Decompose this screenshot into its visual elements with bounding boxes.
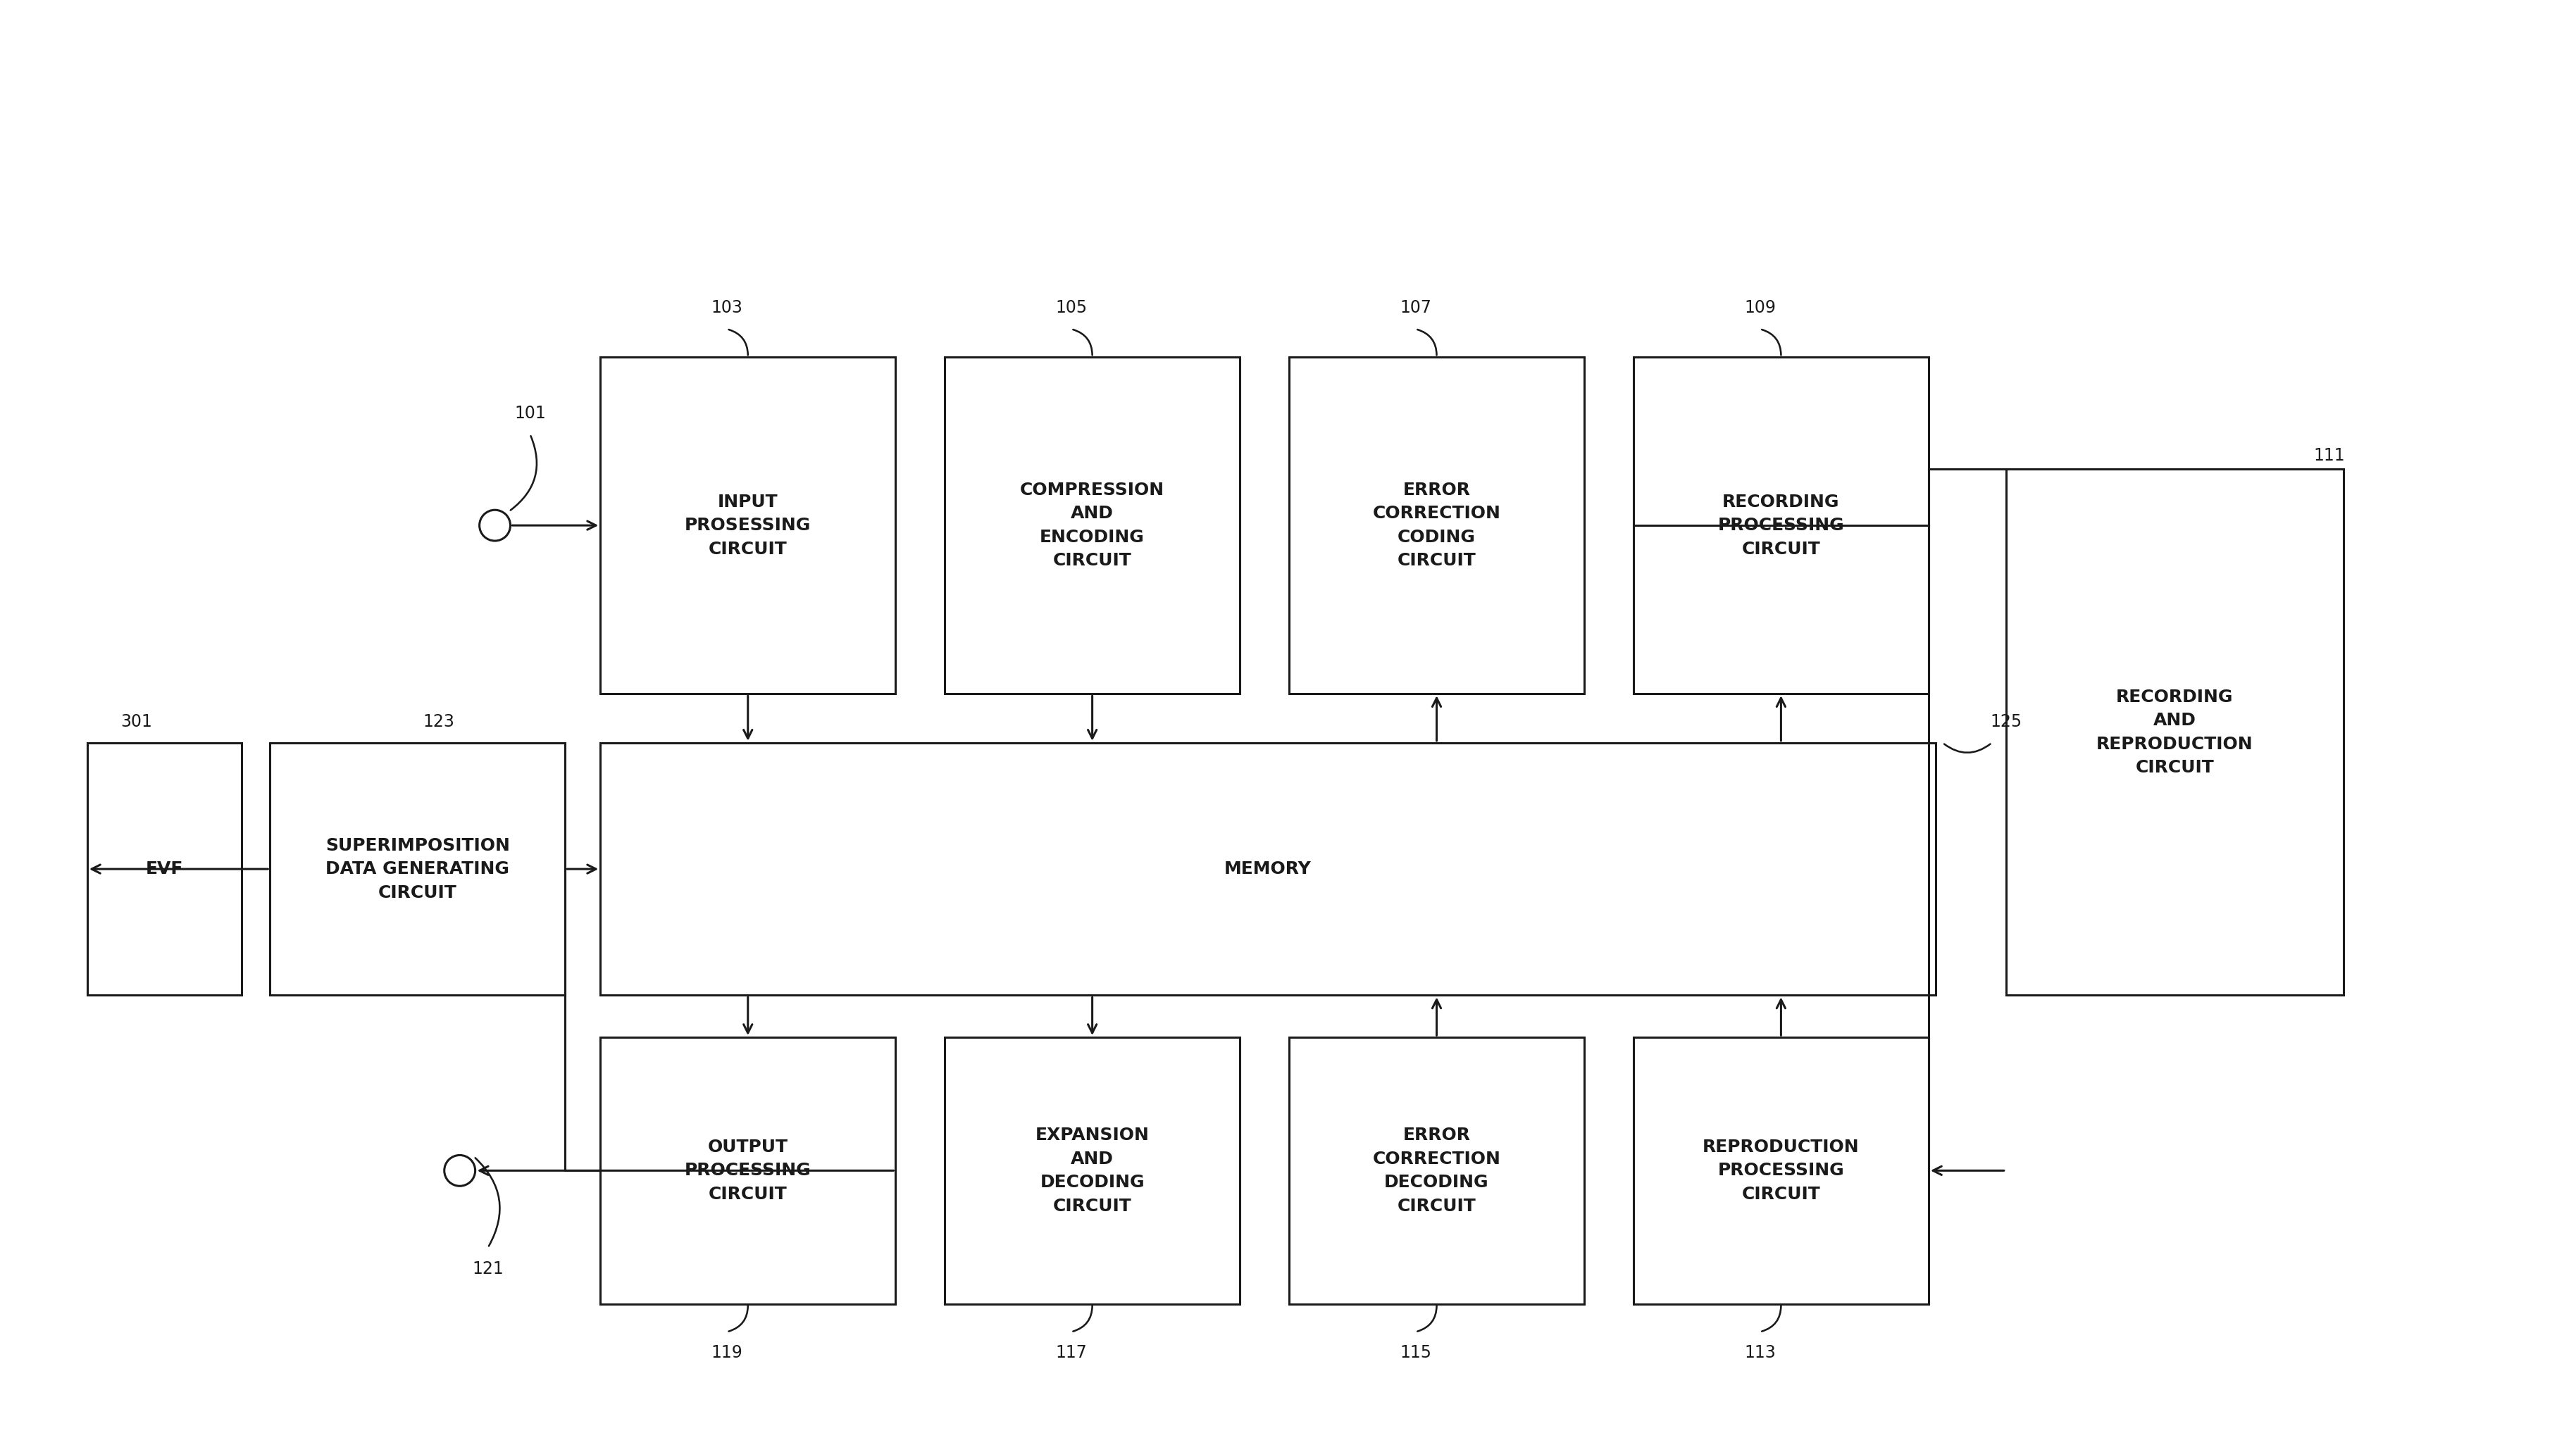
Text: 119: 119: [711, 1344, 742, 1361]
Bar: [600, 742, 1935, 996]
Text: 123: 123: [422, 714, 453, 731]
Text: 301: 301: [121, 714, 152, 731]
Text: OUTPUT
PROCESSING
CIRCUIT: OUTPUT PROCESSING CIRCUIT: [685, 1139, 811, 1202]
Text: REPRODUCTION
PROCESSING
CIRCUIT: REPRODUCTION PROCESSING CIRCUIT: [1703, 1139, 1860, 1202]
Text: 111: 111: [2313, 447, 2344, 464]
Text: 109: 109: [1744, 299, 1775, 317]
Bar: [270, 742, 564, 996]
Text: 125: 125: [1991, 714, 2022, 731]
Bar: [1288, 1037, 1584, 1304]
Bar: [2007, 469, 2344, 996]
Text: EXPANSION
AND
DECODING
CIRCUIT: EXPANSION AND DECODING CIRCUIT: [1036, 1126, 1149, 1214]
Text: 117: 117: [1056, 1344, 1087, 1361]
Bar: [88, 742, 242, 996]
Text: RECORDING
AND
REPRODUCTION
CIRCUIT: RECORDING AND REPRODUCTION CIRCUIT: [2097, 688, 2254, 777]
Bar: [945, 1037, 1239, 1304]
Text: 105: 105: [1056, 299, 1087, 317]
Text: COMPRESSION
AND
ENCODING
CIRCUIT: COMPRESSION AND ENCODING CIRCUIT: [1020, 481, 1164, 569]
Text: INPUT
PROSESSING
CIRCUIT: INPUT PROSESSING CIRCUIT: [685, 493, 811, 557]
Text: 113: 113: [1744, 1344, 1775, 1361]
Text: ERROR
CORRECTION
DECODING
CIRCUIT: ERROR CORRECTION DECODING CIRCUIT: [1373, 1126, 1502, 1214]
Text: 107: 107: [1399, 299, 1432, 317]
Text: 101: 101: [515, 404, 546, 421]
Bar: [1633, 1037, 1929, 1304]
Text: MEMORY: MEMORY: [1224, 861, 1311, 877]
Bar: [1288, 357, 1584, 694]
Bar: [1633, 357, 1929, 694]
Text: EVF: EVF: [147, 861, 183, 877]
Text: 103: 103: [711, 299, 742, 317]
Text: SUPERIMPOSITION
DATA GENERATING
CIRCUIT: SUPERIMPOSITION DATA GENERATING CIRCUIT: [325, 837, 510, 901]
Text: ERROR
CORRECTION
CODING
CIRCUIT: ERROR CORRECTION CODING CIRCUIT: [1373, 481, 1502, 569]
Text: 115: 115: [1399, 1344, 1432, 1361]
Text: 121: 121: [471, 1260, 505, 1277]
Bar: [945, 357, 1239, 694]
Text: RECORDING
PROCESSING
CIRCUIT: RECORDING PROCESSING CIRCUIT: [1718, 493, 1844, 557]
Bar: [600, 357, 896, 694]
Bar: [600, 1037, 896, 1304]
